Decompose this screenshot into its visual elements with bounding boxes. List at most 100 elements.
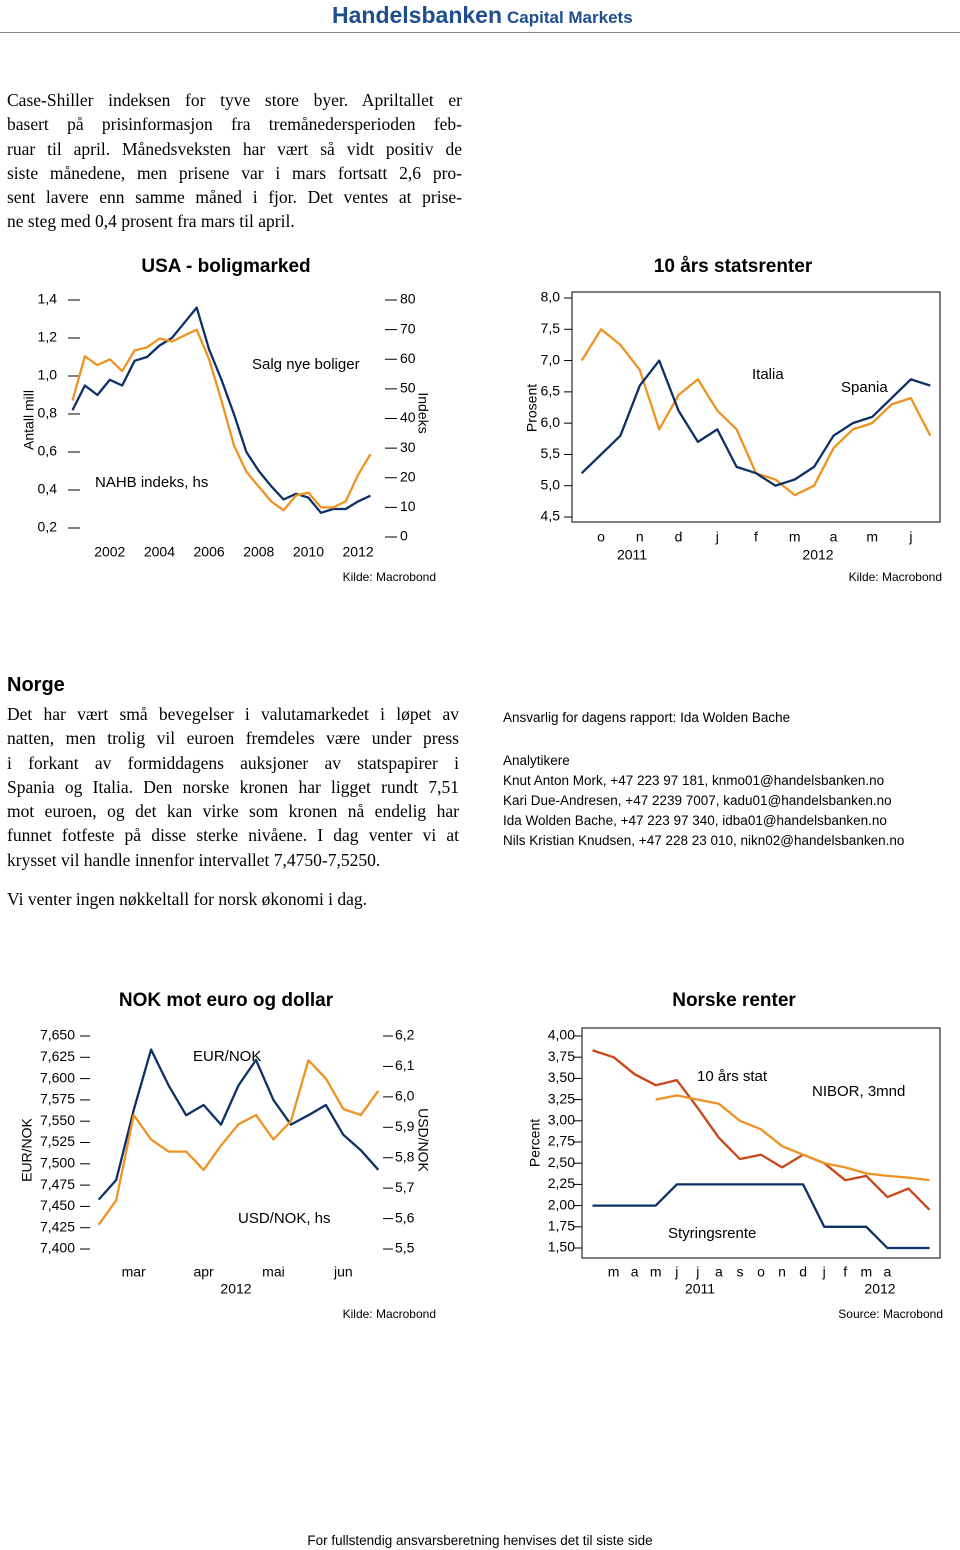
x-tick-label: j (908, 529, 912, 545)
series-line (97, 1048, 380, 1201)
y-tick-label: 1,75 (548, 1218, 575, 1234)
x-tick-label: j (715, 529, 719, 545)
source: Source: Macrobond (838, 1307, 943, 1321)
y-tick-label: 1,0 (38, 367, 58, 383)
text-line: krysset vil handle innenfor intervallet … (7, 849, 381, 870)
y-tick-label: 8,0 (541, 289, 561, 305)
series-line (655, 1094, 930, 1182)
x-tick-label: n (778, 1264, 786, 1280)
series-label: Italia (752, 366, 784, 383)
y-tick-label: 1,4 (38, 291, 58, 307)
text-line: mot euroen, og det kan virke som kronen … (7, 801, 459, 822)
y-axis-title: Antall mill (21, 390, 37, 450)
x-tick-label: 2006 (194, 544, 225, 560)
text-line: Det har vært små bevegelser i valutamark… (7, 704, 459, 724)
y2-tick-label: 6,0 (395, 1088, 415, 1104)
x-tick-label: m (608, 1264, 620, 1280)
x-tick-label: o (597, 529, 605, 545)
footer: For fullstendig ansvarsberetning henvise… (307, 1533, 653, 1548)
y2-tick-label: 30 (400, 439, 416, 455)
text-line: funnet fotfeste på disse sterke nivåene.… (7, 825, 459, 846)
header-rule (0, 32, 960, 33)
x-tick-label: jun (333, 1264, 353, 1280)
y2-tick-label: 0 (400, 528, 408, 544)
chart-title: 10 års statsrenter (654, 256, 813, 277)
intro-text: Case-Shiller indeksen for tyve store bye… (7, 88, 462, 234)
x-year-label: 2011 (617, 547, 647, 563)
brand: Handelsbanken (332, 2, 502, 28)
analyst: Knut Anton Mork, +47 223 97 181, knmo01@… (503, 773, 885, 788)
text-line: siste månedene, men prisene var i mars f… (7, 162, 462, 183)
y2-tick-label: 5,7 (395, 1179, 415, 1195)
norge-text: Det har vært små bevegelser i valutamark… (7, 702, 459, 872)
x-tick-label: m (650, 1264, 662, 1280)
text-line: ne steg med 0,4 prosent fra mars til apr… (7, 211, 295, 232)
y2-tick-label: 50 (400, 380, 416, 396)
text-line: sent lavere enn samme måned i fjor. Det … (7, 187, 462, 208)
y-tick-label: 7,650 (40, 1027, 75, 1043)
y-tick-label: 7,575 (40, 1091, 75, 1107)
x-tick-label: m (789, 529, 801, 545)
y-tick-label: 7,425 (40, 1218, 75, 1234)
source: Kilde: Macrobond (343, 1307, 436, 1321)
y-tick-label: 6,0 (541, 414, 561, 430)
x-year-label: 2012 (802, 547, 833, 563)
y2-tick-label: 80 (400, 291, 416, 307)
text-line: i forkant av formiddagens auksjoner av s… (7, 752, 459, 773)
x-tick-label: a (631, 1264, 639, 1280)
note: Vi venter ingen nøkkeltall for norsk øko… (7, 889, 368, 909)
x-tick-label: 2008 (243, 544, 274, 560)
y-tick-label: 1,50 (548, 1239, 575, 1255)
x-year-label: 2012 (220, 1281, 251, 1297)
source: Kilde: Macrobond (849, 570, 942, 584)
y-tick-label: 7,600 (40, 1069, 75, 1085)
x-tick-label: o (757, 1264, 765, 1280)
y-tick-label: 4,00 (548, 1027, 575, 1043)
y-axis-title: Percent (527, 1119, 543, 1167)
y-tick-label: 0,6 (38, 443, 58, 459)
y-tick-label: 3,75 (548, 1048, 575, 1064)
series-label: NAHB indeks, hs (95, 474, 208, 491)
y-tick-label: 5,5 (541, 445, 561, 461)
x-tick-label: m (860, 1264, 872, 1280)
y-tick-label: 2,75 (548, 1133, 575, 1149)
y-tick-label: 7,525 (40, 1133, 75, 1149)
x-year-label: 2012 (864, 1281, 895, 1297)
series-label: Styringsrente (668, 1225, 756, 1242)
y2-tick-label: 5,6 (395, 1209, 415, 1225)
y2-tick-label: 20 (400, 468, 416, 484)
text-line: ruar til april. Månedsveksten har vært s… (7, 138, 462, 159)
y-tick-label: 6,5 (541, 383, 561, 399)
y-tick-label: 7,550 (40, 1112, 75, 1128)
x-tick-label: a (830, 529, 838, 545)
y2-tick-label: 5,9 (395, 1118, 415, 1134)
y2-axis-title: USD/NOK (415, 1108, 431, 1172)
y-tick-label: 2,00 (548, 1196, 575, 1212)
y2-axis-title: Indeks (415, 392, 431, 433)
chart-title: NOK mot euro og dollar (119, 990, 334, 1011)
series-label: Salg nye boliger (252, 356, 360, 373)
series-label: EUR/NOK (193, 1048, 261, 1065)
x-tick-label: f (843, 1264, 847, 1280)
x-tick-label: a (715, 1264, 723, 1280)
text-line: basert på prisinformasjon fra tremåneder… (7, 114, 462, 135)
y-tick-label: 2,25 (548, 1175, 575, 1191)
analyst: Kari Due-Andresen, +47 2239 7007, kadu01… (503, 793, 892, 808)
x-tick-label: apr (193, 1264, 214, 1280)
y-tick-label: 7,400 (40, 1240, 75, 1256)
series-line (71, 328, 372, 512)
logo: Handelsbanken Capital Markets (332, 2, 633, 29)
x-tick-label: j (674, 1264, 678, 1280)
series-label: NIBOR, 3mnd (812, 1083, 905, 1100)
y2-tick-label: 5,8 (395, 1148, 415, 1164)
x-tick-label: d (799, 1264, 807, 1280)
series-line (97, 1059, 380, 1226)
x-tick-label: mar (122, 1264, 146, 1280)
series-label: Spania (841, 379, 888, 396)
x-tick-label: 2012 (343, 544, 374, 560)
y-tick-label: 3,00 (548, 1112, 575, 1128)
x-tick-label: 2010 (293, 544, 324, 560)
y-tick-label: 7,5 (541, 320, 561, 336)
